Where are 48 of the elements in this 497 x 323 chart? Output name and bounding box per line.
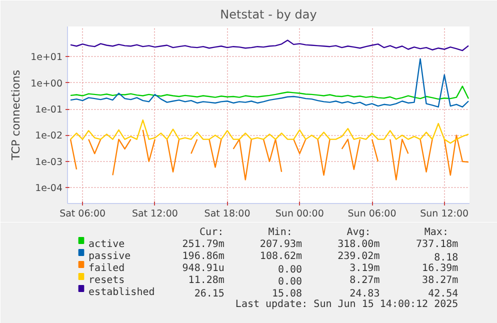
- text: 15.08: [272, 288, 302, 300]
- y-tick-label: 1e-03: [35, 156, 62, 168]
- text: 0.00: [278, 264, 302, 276]
- text: 207.93m: [260, 239, 302, 250]
- text: 196.86m: [182, 251, 224, 262]
- line-series: [70, 86, 470, 100]
- text: 38.27m: [422, 275, 458, 286]
- y-axis-title: TCP connections: [10, 70, 23, 162]
- x-tick-label: Sun 06:00: [348, 208, 396, 220]
- x-tick-label: Sat 06:00: [60, 208, 106, 220]
- y-tick-label: 1e-02: [35, 130, 62, 142]
- y-tick-label: 1e-01: [35, 104, 62, 116]
- text: Max:: [424, 227, 448, 238]
- y-tick-label: 1e+01: [30, 52, 62, 64]
- text: Avg:: [346, 227, 371, 238]
- text: 948.91u: [182, 263, 224, 274]
- text: 318.00m: [338, 239, 380, 250]
- text: 26.15: [194, 288, 224, 300]
- text: Last update: Sun Jun 15 14:00:12 2025: [235, 299, 458, 310]
- x-tick-label: Sat 18:00: [204, 208, 250, 220]
- text: 737.18m: [416, 239, 458, 250]
- x-tick-label: Sun 12:00: [420, 208, 469, 220]
- text: 3.19m: [350, 263, 380, 274]
- text: 16.39m: [422, 263, 458, 274]
- line-series: [70, 119, 470, 144]
- x-tick-label: Sun 00:00: [275, 208, 324, 220]
- x-tick-label: Sat 12:00: [132, 208, 178, 220]
- text: 251.79m: [182, 239, 224, 250]
- text: Min:: [268, 227, 292, 238]
- text: 42.54: [428, 288, 458, 300]
- legend-label: established: [88, 287, 155, 298]
- text: 108.62m: [260, 251, 302, 262]
- text: 8.18: [434, 252, 458, 264]
- chart-title: Netstat - by day: [220, 8, 317, 22]
- text: 239.02m: [338, 251, 380, 262]
- text: 24.83: [350, 288, 380, 300]
- legend-label: passive: [88, 251, 131, 262]
- legend-label: active: [88, 239, 125, 250]
- text: 11.28m: [188, 275, 224, 286]
- line-series: [70, 40, 470, 52]
- y-tick-label: 1e+00: [30, 78, 62, 90]
- line-series: [70, 58, 470, 108]
- text: 0.00: [278, 276, 302, 288]
- legend-label: resets: [88, 275, 125, 286]
- y-tick-label: 1e-04: [35, 183, 62, 194]
- text: 8.27m: [350, 275, 380, 286]
- text: Cur:: [200, 227, 224, 238]
- legend-label: failed: [88, 263, 125, 274]
